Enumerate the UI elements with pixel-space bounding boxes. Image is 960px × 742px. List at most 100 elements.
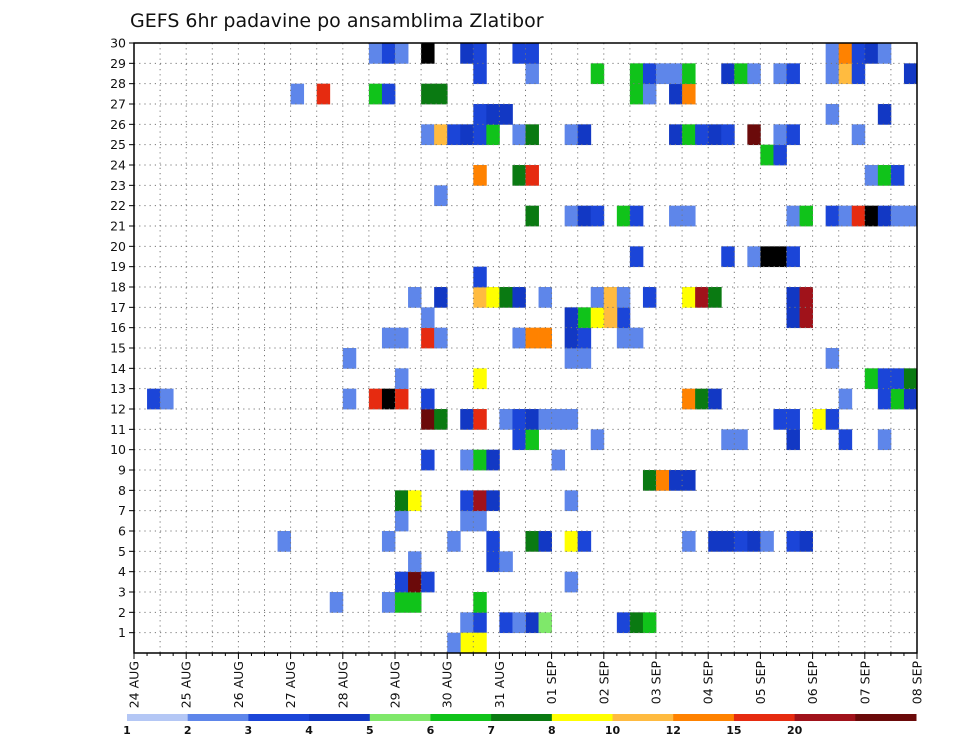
heatmap-cell [877, 429, 892, 451]
heatmap-cell [525, 327, 539, 349]
heatmap-cell [695, 287, 709, 308]
heatmap-cell [525, 409, 539, 430]
colorbar-swatch [733, 714, 796, 721]
heatmap-cell [525, 205, 539, 227]
heatmap-cell [656, 470, 670, 491]
heatmap-cell [708, 388, 722, 410]
heatmap-cell [473, 287, 487, 308]
heatmap-cell [812, 409, 827, 430]
heatmap-cell [799, 205, 813, 227]
heatmap-cell [499, 104, 513, 125]
heatmap-cell [368, 388, 383, 410]
colorbar-label: 3 [245, 724, 253, 737]
y-axis: 1234567891011121314151617181920212223242… [110, 36, 134, 640]
heatmap-cell [682, 63, 696, 85]
heatmap-cell [447, 124, 461, 146]
heatmap-cell [342, 388, 357, 410]
heatmap-cell [512, 287, 526, 308]
y-tick-label: 17 [110, 300, 126, 315]
heatmap-cell [877, 368, 892, 390]
heatmap-cell [395, 490, 409, 512]
heatmap-cell [773, 246, 787, 268]
heatmap-cell [603, 307, 618, 329]
heatmap-cell [512, 327, 526, 349]
heatmap-cell [590, 205, 605, 227]
heatmap-cell [486, 124, 500, 146]
colorbar-label: 10 [605, 724, 621, 737]
heatmap-cell [434, 185, 448, 207]
heatmap-cell [877, 165, 892, 186]
y-tick-label: 21 [110, 219, 126, 234]
heatmap-cell [525, 531, 539, 552]
heatmap-cell [799, 531, 813, 552]
colorbar-swatch [855, 714, 917, 721]
y-tick-label: 22 [110, 198, 126, 213]
heatmap-cell [538, 612, 552, 634]
heatmap-cell [682, 124, 696, 146]
heatmap-cell [460, 124, 474, 146]
heatmap-cell [890, 205, 905, 227]
heatmap-cell [851, 205, 866, 227]
heatmap-cell [642, 83, 657, 105]
heatmap-cell [486, 449, 500, 471]
x-tick-label: 27 AUG [283, 661, 298, 708]
heatmap-cell [486, 551, 500, 573]
x-tick-label: 05 SEP [753, 661, 768, 705]
chart-title: GEFS 6hr padavine po ansamblima Zlatibor [130, 10, 544, 32]
heatmap-cell [864, 43, 879, 64]
y-tick-label: 29 [110, 56, 126, 71]
heatmap-cell [538, 327, 552, 349]
colorbar-label: 4 [305, 724, 313, 737]
heatmap-cell [421, 307, 435, 329]
x-tick-label: 31 AUG [492, 661, 507, 708]
heatmap-cell [551, 449, 566, 471]
heatmap-cell [460, 510, 474, 532]
heatmap-cell [799, 287, 813, 308]
y-tick-label: 30 [110, 36, 126, 51]
heatmap-cell [421, 83, 435, 105]
heatmap-cell [838, 429, 853, 451]
y-tick-label: 14 [110, 361, 126, 376]
heatmap-cell [877, 205, 892, 227]
colorbar-swatch [248, 714, 310, 721]
heatmap-cell [616, 327, 631, 349]
heatmap-cell [682, 531, 696, 552]
heatmap-cell [721, 531, 735, 552]
heatmap-cell [825, 63, 840, 85]
heatmap-cell [277, 531, 291, 552]
heatmap-cell [473, 104, 487, 125]
heatmap-cell [669, 205, 683, 227]
x-axis: 24 AUG 25 AUG 26 AUG 27 AUG 28 AUG 29 AUG 30 A… [127, 653, 925, 708]
heatmap-cell [773, 409, 787, 430]
heatmap-cell [760, 531, 774, 552]
heatmap-cell [695, 124, 709, 146]
heatmap-cell [473, 632, 487, 654]
heatmap-cell [747, 246, 761, 268]
x-tick-label: 25 AUG [179, 661, 194, 708]
heatmap-cell [760, 246, 774, 268]
heatmap-cell [512, 165, 526, 186]
heatmap-cell [590, 287, 605, 308]
heatmap-cell [434, 287, 448, 308]
heatmap-cell [564, 124, 579, 146]
heatmap-cell [616, 287, 631, 308]
heatmap-cell [773, 124, 787, 146]
heatmap-cell [499, 287, 513, 308]
colorbar-label: 6 [427, 724, 435, 737]
heatmap-cell [342, 348, 357, 369]
heatmap-cell [395, 510, 409, 532]
heatmap-cell [538, 531, 552, 552]
heatmap-cell [903, 205, 918, 227]
heatmap-cell [616, 612, 631, 634]
y-tick-label: 12 [110, 402, 126, 417]
y-tick-label: 24 [110, 158, 126, 173]
heatmap-cell [434, 327, 448, 349]
heatmap-cell [616, 307, 631, 329]
y-tick-label: 5 [118, 544, 126, 559]
heatmap-cell [629, 612, 644, 634]
colorbar-swatch [430, 714, 492, 721]
heatmap-cell [603, 287, 618, 308]
y-tick-label: 7 [118, 503, 126, 518]
y-tick-label: 4 [118, 564, 126, 579]
heatmap-cell [642, 612, 657, 634]
